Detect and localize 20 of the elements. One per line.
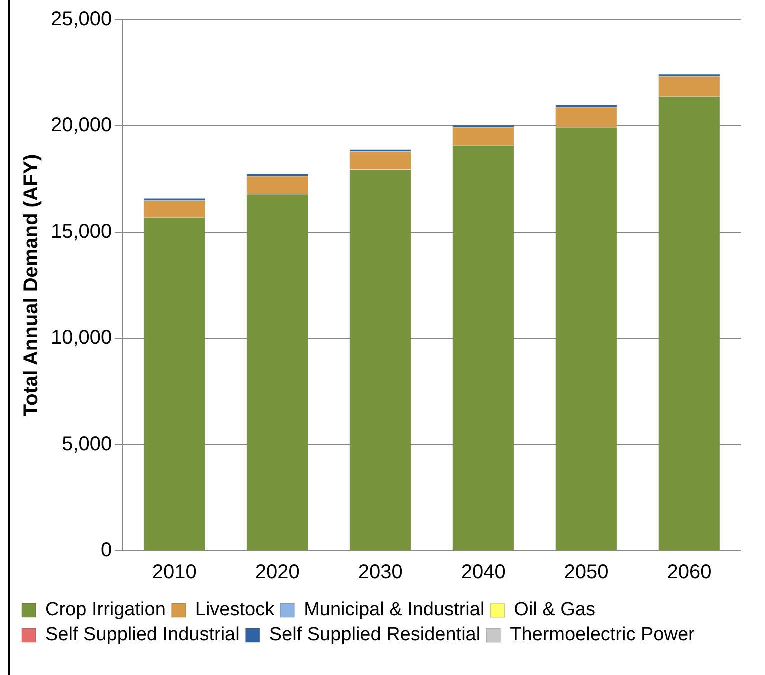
x-tick-label: 2030 bbox=[358, 562, 403, 584]
legend-label: Self Supplied Residential bbox=[269, 624, 481, 646]
legend-label: Livestock bbox=[195, 600, 276, 621]
legend-label: Municipal & Industrial bbox=[304, 600, 485, 621]
x-tick-label: 2010 bbox=[152, 562, 197, 584]
x-tick-label: 2040 bbox=[461, 562, 506, 584]
y-tick-label: 0 bbox=[101, 540, 112, 562]
legend-label: Self Supplied Industrial bbox=[46, 624, 240, 646]
y-tick-label: 5,000 bbox=[62, 433, 112, 456]
y-tick-label: 15,000 bbox=[51, 220, 112, 243]
legend-label: Oil & Gas bbox=[514, 600, 596, 621]
y-tick-label: 20,000 bbox=[51, 114, 112, 137]
legend-label: Crop Irrigation bbox=[46, 600, 166, 621]
y-tick-label: 25,000 bbox=[51, 8, 112, 31]
legend-label: Thermoelectric Power bbox=[510, 624, 696, 646]
x-tick-label: 2060 bbox=[667, 562, 712, 584]
x-tick-label: 2020 bbox=[255, 562, 300, 584]
x-tick-label: 2050 bbox=[564, 562, 609, 584]
y-tick-label: 10,000 bbox=[51, 327, 112, 350]
y-axis-title: Total Annual Demand (AFY) bbox=[20, 154, 43, 417]
